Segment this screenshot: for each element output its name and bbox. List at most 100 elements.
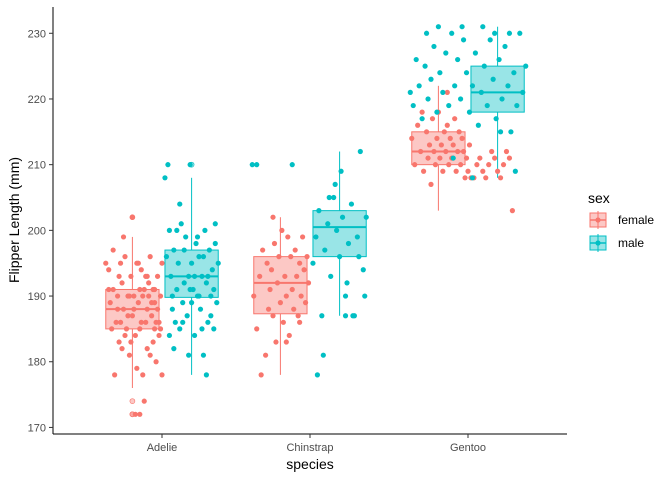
data-point <box>128 339 134 345</box>
data-point <box>126 293 133 299</box>
data-point <box>181 247 187 253</box>
data-point <box>481 63 487 69</box>
data-point <box>109 326 115 332</box>
data-point <box>116 273 122 279</box>
data-point <box>428 76 434 82</box>
data-point <box>194 234 201 240</box>
data-point <box>289 286 295 293</box>
x-axis-title: species <box>286 456 333 472</box>
data-point <box>514 102 520 109</box>
data-point <box>166 332 172 339</box>
data-point <box>156 332 162 339</box>
data-point <box>165 162 171 168</box>
data-point <box>415 122 421 128</box>
data-point <box>205 273 211 279</box>
data-point <box>486 162 492 168</box>
data-point <box>107 300 113 306</box>
outlier-point <box>129 398 136 404</box>
data-point <box>113 319 119 325</box>
data-point <box>322 247 328 253</box>
data-point <box>450 142 456 148</box>
data-point <box>302 300 309 306</box>
data-point <box>458 162 464 168</box>
data-point <box>441 129 447 135</box>
data-point <box>187 286 193 293</box>
data-point <box>475 122 481 128</box>
data-point <box>447 135 453 141</box>
data-point <box>177 201 183 207</box>
legend-key-point <box>595 240 601 246</box>
legend-entries: female male <box>589 211 654 252</box>
data-point <box>431 148 437 155</box>
data-point <box>466 142 473 148</box>
y-axis-ticks: 170 180 190 200 210 220 230 <box>28 28 53 434</box>
data-point <box>463 155 470 161</box>
data-point <box>506 155 513 161</box>
data-point <box>297 260 303 266</box>
data-point <box>446 102 452 109</box>
data-point <box>300 234 306 240</box>
data-point <box>463 70 470 76</box>
data-point <box>301 267 307 273</box>
data-point <box>497 129 504 135</box>
legend-title: sex <box>588 190 610 206</box>
box-iqr <box>312 210 367 258</box>
data-point <box>342 313 349 319</box>
data-point <box>174 227 180 233</box>
jitter-points-female-gentoo <box>409 89 515 214</box>
data-point <box>171 346 177 352</box>
data-point <box>285 234 291 240</box>
data-point <box>325 221 331 227</box>
data-point <box>122 254 128 260</box>
data-point <box>512 168 518 174</box>
data-point <box>129 313 135 319</box>
data-point <box>517 30 523 36</box>
data-point <box>465 168 471 174</box>
data-point <box>452 83 458 89</box>
data-point <box>150 339 156 345</box>
data-point <box>313 234 319 240</box>
data-point <box>477 155 483 161</box>
data-point <box>128 273 134 279</box>
data-point <box>110 286 116 293</box>
data-point <box>428 181 434 187</box>
data-point <box>143 319 149 325</box>
data-point <box>413 56 419 63</box>
data-point <box>478 89 484 95</box>
data-point <box>138 267 144 273</box>
data-point <box>169 306 175 312</box>
data-point <box>147 254 153 260</box>
legend-item-female: female <box>589 211 654 229</box>
data-point <box>440 168 446 174</box>
data-point <box>426 142 433 148</box>
data-point <box>456 129 462 135</box>
data-point <box>211 286 217 293</box>
data-point <box>418 148 424 155</box>
data-point <box>483 175 489 181</box>
data-point <box>462 175 468 181</box>
data-point <box>258 372 264 378</box>
data-point <box>326 194 332 201</box>
data-point <box>288 254 294 260</box>
data-point <box>320 352 326 358</box>
data-point <box>132 411 138 417</box>
data-point <box>443 50 449 56</box>
data-point <box>459 135 465 141</box>
data-point <box>103 260 109 266</box>
data-point <box>123 326 130 332</box>
data-point <box>131 306 137 312</box>
data-point <box>200 254 207 260</box>
data-point <box>466 109 473 115</box>
data-point <box>354 234 360 240</box>
data-point <box>276 254 282 260</box>
legend: sex female male <box>588 190 654 252</box>
data-point <box>294 273 300 279</box>
data-point <box>152 286 158 293</box>
box-male-chinstrap <box>312 151 367 316</box>
y-tick-label: 230 <box>28 28 46 40</box>
data-point <box>205 319 211 325</box>
data-point <box>304 254 310 260</box>
data-point <box>106 267 112 273</box>
jitter-points-male-chinstrap <box>249 148 369 378</box>
data-point <box>291 306 297 312</box>
